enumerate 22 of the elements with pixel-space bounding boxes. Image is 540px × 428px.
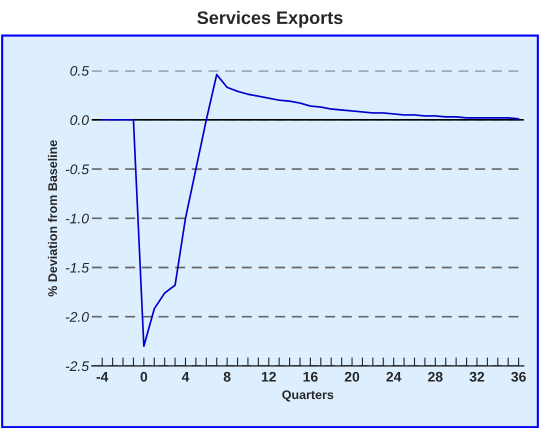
x-axis-title: Quarters (282, 390, 334, 402)
y-tick-label: 0.0 (70, 115, 89, 126)
x-tick-label: 8 (224, 372, 231, 382)
x-tick-label: 36 (511, 372, 526, 382)
x-tick-label: 0 (140, 372, 148, 382)
y-tick-label: -0.5 (66, 164, 90, 174)
x-tick-label: -4 (96, 372, 108, 382)
x-tick-label: 20 (344, 372, 360, 382)
y-tick-label: -2.0 (66, 312, 89, 322)
x-tick-label: 32 (470, 372, 484, 382)
x-tick-label: 24 (386, 372, 402, 382)
chart-title: Services Exports (197, 10, 343, 28)
x-tick-label: 4 (182, 372, 190, 382)
y-axis-title: % Deviation from Baseline (48, 140, 58, 296)
y-tick-label: 0.5 (70, 66, 90, 76)
y-tick-label: -1.5 (66, 262, 90, 273)
y-tick-label: -1.0 (66, 214, 89, 224)
x-tick-label: 12 (262, 372, 276, 382)
line-series (101, 74, 520, 348)
x-tick-label: 28 (428, 372, 443, 382)
x-tick-label: 16 (304, 372, 318, 382)
y-tick-label: -2.5 (66, 361, 90, 372)
